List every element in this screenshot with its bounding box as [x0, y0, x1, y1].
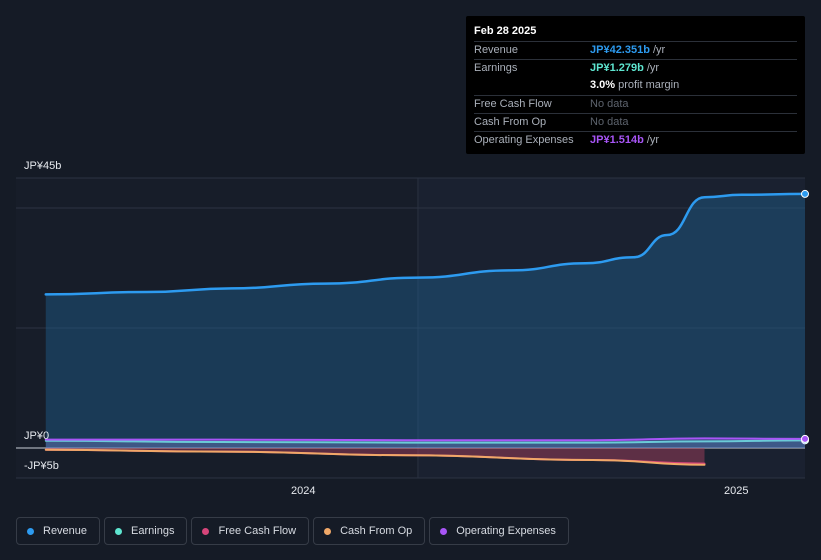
tooltip-row-profit-margin: 3.0% profit margin [474, 77, 797, 94]
area-free-cash-flow [45, 448, 705, 464]
tooltip-row-suffix: profit margin [618, 79, 680, 92]
x-tick-2025: 2025 [724, 485, 749, 497]
y-axis-top-label: JP¥45b [24, 160, 62, 172]
tooltip-row-label: Free Cash Flow [474, 97, 552, 110]
y-axis-zero-label: JP¥0 [24, 430, 50, 442]
legend-item-earnings[interactable]: Earnings [104, 517, 188, 545]
legend-item-free-cash-flow[interactable]: Free Cash Flow [191, 517, 310, 545]
legend-item-operating-expenses[interactable]: Operating Expenses [429, 517, 569, 545]
tooltip-row-free-cash-flow: Free Cash Flow No data [474, 94, 797, 113]
tooltip-row-value: 3.0% [590, 79, 616, 92]
tooltip-row-label [474, 77, 590, 94]
tooltip-row-revenue: Revenue JP¥42.351b/yr [474, 41, 797, 59]
legend-dot-icon [115, 527, 123, 535]
tooltip-date: Feb 28 2025 [474, 25, 537, 37]
tooltip-row-label: Cash From Op [474, 115, 547, 128]
line-revenue [44, 192, 807, 296]
tooltip-row-cash-from-op: Cash From Op No data [474, 112, 797, 131]
endpoint-revenue [801, 189, 809, 198]
tooltip-row-label: Revenue [474, 44, 519, 56]
endpoint-operating-expenses [801, 434, 809, 443]
tooltip-row-label: Earnings [474, 62, 518, 75]
line-cash-from-op [44, 448, 706, 466]
legend-dot-icon [27, 527, 34, 535]
tooltip-row-suffix: /yr [646, 133, 660, 146]
legend-label: Operating Expenses [456, 525, 556, 537]
tooltip-row-operating-expenses: Operating Expenses JP¥1.514b/yr [474, 130, 797, 149]
tooltip-row-value: No data [590, 115, 629, 128]
legend-label: Earnings [131, 525, 175, 537]
legend-dot-icon [202, 527, 210, 535]
legend-item-revenue[interactable]: Revenue [16, 517, 101, 545]
legend-dot-icon [440, 527, 448, 535]
line-operating-expenses [44, 437, 806, 442]
data-tooltip: Feb 28 2025 Revenue JP¥42.351b/yr Earnings… [466, 16, 805, 154]
area-revenue [45, 193, 806, 448]
legend-label: Revenue [43, 525, 88, 537]
legend-item-cash-from-op[interactable]: Cash From Op [313, 517, 426, 545]
legend-dot-icon [324, 527, 332, 535]
tooltip-row-suffix: /yr [652, 44, 666, 56]
y-axis-bottom-label: -JP¥5b [24, 460, 59, 472]
legend-label: Cash From Op [340, 525, 413, 537]
tooltip-row-label: Operating Expenses [474, 133, 574, 146]
line-earnings [44, 439, 806, 444]
tooltip-row-suffix: /yr [646, 62, 660, 75]
tooltip-row-value: JP¥1.279b [590, 62, 644, 75]
x-tick-2024: 2024 [291, 485, 316, 497]
tooltip-row-value: No data [590, 97, 629, 110]
legend-label: Free Cash Flow [218, 525, 297, 537]
tooltip-row-value: JP¥1.514b [590, 133, 644, 146]
tooltip-row-value: JP¥42.351b [590, 44, 650, 56]
chart-legend: Revenue Earnings Free Cash Flow Cash From O… [16, 517, 573, 545]
tooltip-row-earnings: Earnings JP¥1.279b/yr [474, 59, 797, 77]
